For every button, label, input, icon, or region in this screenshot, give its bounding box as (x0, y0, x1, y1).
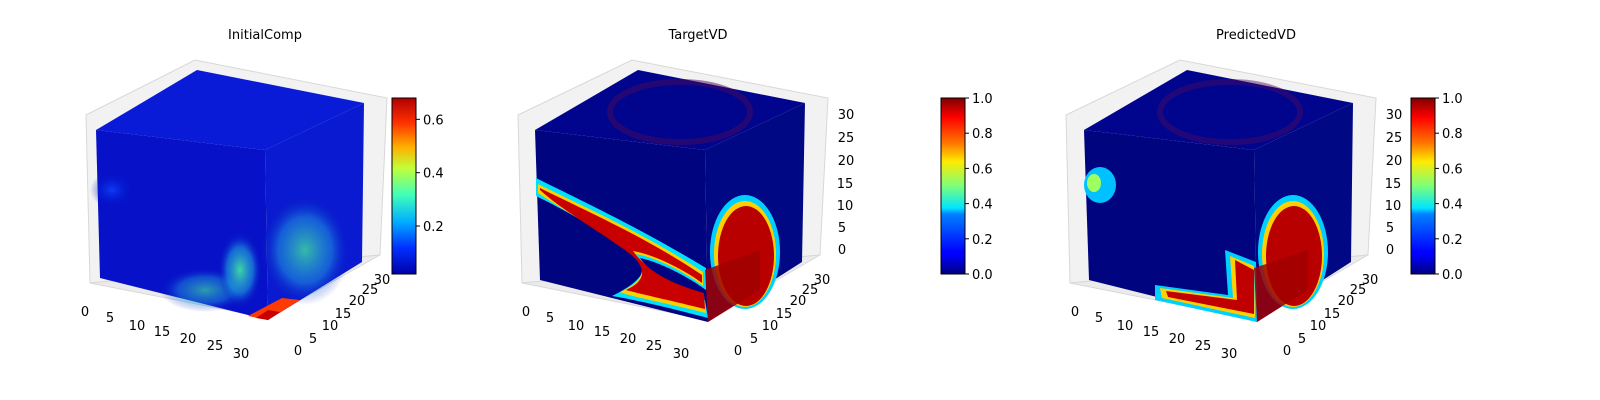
y-axis: 0 5 10 15 20 25 30 (294, 273, 390, 359)
colorbar-ramp (391, 97, 417, 275)
colorbar-tick-label: 0.4 (1442, 198, 1463, 213)
colorbar: 0.0 0.2 0.4 0.6 0.8 1.0 (1410, 92, 1463, 283)
colorbar-ramp (940, 97, 966, 275)
panel-initialcomp: InitialComp 0 5 10 15 20 25 (81, 28, 444, 362)
x-axis: 0 5 10 15 20 25 30 (81, 305, 249, 362)
colorbar: 0.0 0.2 0.4 0.6 0.8 1.0 (940, 92, 993, 283)
z-tick-label: 10 (837, 199, 854, 214)
x-tick-label: 10 (1117, 319, 1134, 334)
colorbar-tick-label: 0.2 (972, 233, 993, 248)
x-tick-label: 5 (546, 311, 554, 326)
x-tick-label: 0 (522, 305, 530, 320)
y-tick-label: 30 (814, 273, 831, 288)
z-tick-label: 0 (1386, 243, 1394, 258)
x-tick-label: 20 (180, 332, 197, 347)
y-tick-label: 10 (1310, 319, 1327, 334)
panel-title: InitialComp (228, 28, 302, 43)
panel-targetvd: TargetVD 0 5 10 15 20 25 (517, 28, 993, 362)
colorbar-tick-label: 0.4 (972, 198, 993, 213)
z-tick-label: 30 (838, 108, 855, 123)
x-tick-label: 30 (233, 347, 250, 362)
y-tick-label: 30 (374, 273, 391, 288)
y-tick-label: 30 (1362, 273, 1379, 288)
colorbar-tick-label: 1.0 (1442, 92, 1463, 107)
y-tick-label: 10 (762, 319, 779, 334)
y-tick-label: 5 (1298, 332, 1306, 347)
z-tick-label: 15 (1385, 177, 1402, 192)
x-tick-label: 15 (154, 325, 171, 340)
panel-title: PredictedVD (1216, 28, 1296, 43)
z-tick-label: 20 (1386, 154, 1403, 169)
y-tick-label: 15 (335, 307, 352, 322)
x-tick-label: 5 (106, 311, 114, 326)
y-tick-label: 10 (322, 319, 339, 334)
x-tick-label: 30 (673, 347, 690, 362)
x-tick-label: 15 (594, 325, 611, 340)
x-axis: 0 5 10 15 20 25 30 (1071, 305, 1237, 362)
y-axis: 0 5 10 15 20 25 30 (734, 273, 830, 359)
y-axis: 0 5 10 15 20 25 30 (1283, 273, 1378, 359)
y-tick-label: 0 (1283, 344, 1291, 359)
y-tick-label: 0 (294, 344, 302, 359)
y-tick-label: 15 (776, 307, 793, 322)
x-tick-label: 15 (1143, 325, 1160, 340)
z-tick-label: 0 (838, 243, 846, 258)
x-tick-label: 5 (1095, 311, 1103, 326)
y-tick-label: 25 (1350, 283, 1367, 298)
volume-cube (90, 70, 364, 320)
x-tick-label: 0 (1071, 305, 1079, 320)
x-tick-label: 10 (129, 319, 146, 334)
x-tick-label: 30 (1221, 347, 1238, 362)
colorbar-tick-label: 0.2 (423, 220, 444, 235)
colorbar-tick-label: 0.8 (972, 127, 993, 142)
y-tick-label: 0 (734, 344, 742, 359)
x-tick-label: 20 (1169, 332, 1186, 347)
z-axis: 0 5 10 15 20 25 30 (837, 108, 855, 258)
colorbar-tick-label: 0.0 (972, 268, 993, 283)
volume-cube (535, 70, 805, 322)
colorbar-tick-label: 0.8 (1442, 127, 1463, 142)
z-tick-label: 5 (838, 221, 846, 236)
colorbar-tick-label: 1.0 (972, 92, 993, 107)
colorbar-tick-label: 0.0 (1442, 268, 1463, 283)
colorbar-ramp (1410, 97, 1436, 275)
colorbar-tick-label: 0.6 (423, 113, 444, 128)
z-tick-label: 25 (1386, 131, 1403, 146)
z-axis: 0 5 10 15 20 25 30 (1385, 108, 1403, 258)
z-tick-label: 20 (838, 154, 855, 169)
panel-title: TargetVD (667, 28, 727, 43)
z-tick-label: 30 (1386, 108, 1403, 123)
y-tick-label: 20 (1338, 294, 1355, 309)
x-tick-label: 20 (620, 332, 637, 347)
y-tick-label: 25 (362, 283, 379, 298)
x-tick-label: 25 (207, 339, 224, 354)
colorbar-tick-label: 0.4 (423, 167, 444, 182)
colorbar: 0.2 0.4 0.6 (391, 97, 444, 275)
y-tick-label: 5 (750, 332, 758, 347)
x-tick-label: 0 (81, 305, 89, 320)
x-tick-label: 25 (1195, 339, 1212, 354)
z-tick-label: 25 (838, 131, 855, 146)
z-tick-label: 10 (1385, 199, 1402, 214)
y-tick-label: 5 (309, 332, 317, 347)
volume-cube (1084, 70, 1353, 322)
colorbar-tick-label: 0.6 (1442, 162, 1463, 177)
colorbar-tick-label: 0.2 (1442, 233, 1463, 248)
y-tick-label: 20 (349, 294, 366, 309)
x-tick-label: 10 (568, 319, 585, 334)
z-tick-label: 15 (837, 177, 854, 192)
y-tick-label: 15 (1324, 307, 1341, 322)
x-tick-label: 25 (646, 339, 663, 354)
colorbar-tick-label: 0.6 (972, 162, 993, 177)
z-tick-label: 5 (1386, 221, 1394, 236)
y-tick-label: 25 (802, 283, 819, 298)
y-tick-label: 20 (790, 294, 807, 309)
x-axis: 0 5 10 15 20 25 30 (522, 305, 689, 362)
panel-predictedvd: PredictedVD 0 5 10 15 (1065, 28, 1463, 362)
